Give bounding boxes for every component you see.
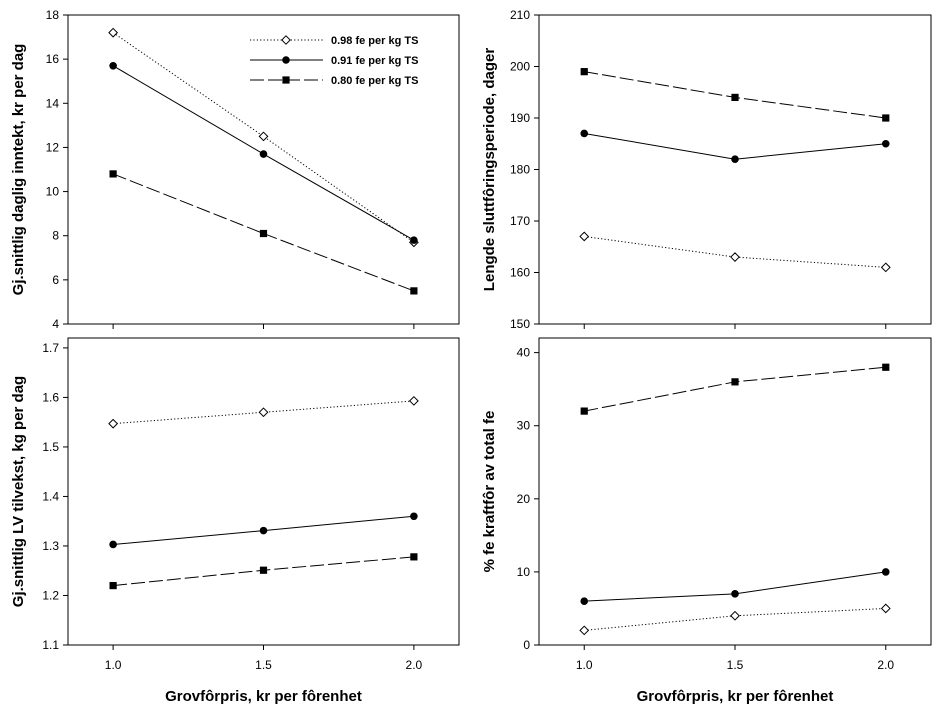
y-tick-label: 4 <box>52 317 59 331</box>
data-point-square-filled <box>109 581 117 590</box>
series-line-dotted <box>584 607 886 631</box>
data-point-square-filled <box>882 363 890 371</box>
data-point-diamond-open <box>258 131 269 142</box>
data-point-circle-filled <box>731 590 739 598</box>
y-tick-label: 6 <box>52 273 59 287</box>
y-tick-label: 210 <box>510 8 530 22</box>
legend-label: 0.91 fe per kg TS <box>331 55 418 67</box>
y-tick-label: 0 <box>523 638 530 652</box>
data-point-circle-filled <box>580 129 589 138</box>
y-axis-label: Lengde sluttfôringsperiode, dager <box>481 48 498 292</box>
data-point-square-filled <box>410 287 418 295</box>
data-point-square-filled <box>882 114 890 122</box>
data-point-square-filled <box>259 566 268 574</box>
data-point-circle-filled <box>881 568 890 576</box>
y-tick-label: 180 <box>510 163 530 177</box>
series-line-dotted <box>584 235 886 268</box>
x-tick-label: 1.5 <box>255 658 272 672</box>
y-tick-label: 1.7 <box>42 341 59 355</box>
data-point-circle-filled <box>109 540 117 549</box>
series-line-solid <box>584 132 886 160</box>
y-tick-label: 170 <box>510 214 530 228</box>
y-tick-label: 1.2 <box>42 588 59 602</box>
data-point-diamond-open <box>730 252 740 262</box>
data-point-diamond-open <box>408 395 419 406</box>
y-tick-label: 160 <box>510 266 530 280</box>
x-tick-label: 1.5 <box>727 658 744 672</box>
data-point-diamond-open <box>730 610 740 621</box>
data-point-circle-filled <box>259 150 268 158</box>
data-point-circle-filled <box>410 512 418 521</box>
data-point-square-filled <box>580 407 588 415</box>
y-axis-label: % fe kraftfôr av total fe <box>481 411 498 573</box>
y-tick-label: 16 <box>46 52 60 66</box>
data-point-square-filled <box>731 378 739 386</box>
y-axis-label: Gj.snittlig daglig inntekt, kr per dag <box>10 44 27 296</box>
data-point-circle-filled <box>881 139 890 148</box>
x-axis-label: Grovfôrpris, kr per fôrenhet <box>637 688 834 705</box>
y-tick-label: 1.3 <box>42 539 59 553</box>
data-point-circle-filled <box>410 236 418 244</box>
data-point-diamond-open <box>108 27 119 38</box>
data-point-circle-filled <box>109 61 117 70</box>
y-tick-label: 10 <box>46 185 60 199</box>
y-tick-label: 1.1 <box>42 638 59 652</box>
x-tick-label: 1.0 <box>576 658 593 672</box>
y-tick-label: 200 <box>510 60 530 74</box>
y-axis-label: Gj.snittlig LV tilvekst, kg per dag <box>10 376 27 607</box>
data-point-square-filled <box>410 553 418 561</box>
data-point-circle-filled <box>731 155 739 163</box>
data-point-square-filled <box>259 229 268 238</box>
series-line-long-dash <box>584 366 886 412</box>
y-tick-label: 18 <box>46 8 60 22</box>
plot-frame-top-right <box>538 14 932 325</box>
x-tick-label: 2.0 <box>877 658 894 672</box>
y-tick-label: 1.4 <box>42 489 59 503</box>
y-tick-label: 10 <box>517 565 531 579</box>
y-tick-label: 190 <box>510 111 530 125</box>
data-point-circle-filled <box>259 526 268 535</box>
legend-label: 0.80 fe per kg TS <box>331 75 418 87</box>
y-tick-label: 30 <box>517 419 531 433</box>
legend-marker-diamond-open <box>281 35 291 45</box>
data-point-square-filled <box>580 68 588 76</box>
x-tick-label: 2.0 <box>406 658 423 672</box>
data-point-square-filled <box>109 170 117 178</box>
y-tick-label: 20 <box>517 492 531 506</box>
x-tick-label: 1.0 <box>105 658 122 672</box>
data-point-diamond-open <box>579 231 590 242</box>
x-axis-label: Grovfôrpris, kr per fôrenhet <box>165 688 362 705</box>
data-point-circle-filled <box>580 597 589 605</box>
y-tick-label: 1.5 <box>42 440 59 454</box>
data-point-diamond-open <box>579 625 590 636</box>
y-tick-label: 40 <box>517 346 531 360</box>
data-point-diamond-open <box>258 407 269 418</box>
data-point-diamond-open <box>108 418 119 429</box>
y-tick-label: 1.6 <box>42 390 59 404</box>
plot-frame-bottom-left <box>67 337 460 646</box>
legend-marker-circle-filled <box>282 56 290 64</box>
y-tick-label: 14 <box>46 96 60 110</box>
data-point-diamond-open <box>880 603 891 614</box>
y-tick-label: 150 <box>510 317 530 331</box>
legend-marker-square-filled <box>282 76 290 84</box>
legend-label: 0.98 fe per kg TS <box>331 35 418 47</box>
data-point-square-filled <box>731 93 739 101</box>
data-point-diamond-open <box>880 262 891 273</box>
y-tick-label: 8 <box>52 229 59 243</box>
y-tick-label: 12 <box>46 140 60 154</box>
